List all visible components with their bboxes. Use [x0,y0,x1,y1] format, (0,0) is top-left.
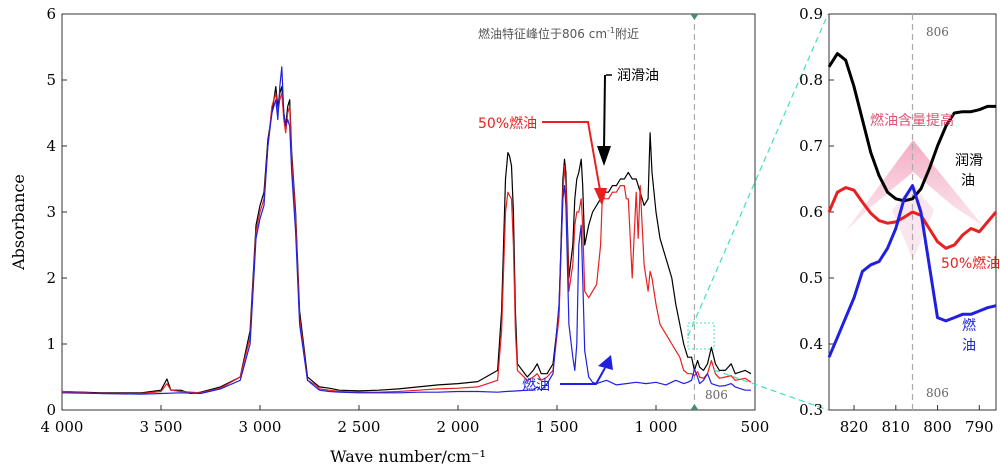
zoom-connector-top [687,13,829,337]
inset-y-tick-label: 0.5 [799,269,823,287]
tick-note-806: 806 [705,388,728,402]
inset-chart: 0.3 0.4 0.5 0.6 0.7 0.8 0.9 820 810 800 790 806 8… [799,5,1000,436]
zoom-connector-bottom [713,369,829,411]
inset-x-tick-label: 810 [881,418,910,436]
label-50pct-fuel-arrow [542,121,601,191]
inset-x-tick-label: 790 [965,418,994,436]
reference-bottom-marker [690,404,699,410]
inset-label-fuel-2: 油 [962,338,976,354]
label-lubricant-arrowhead [597,146,611,166]
inset-y-tick-label: 0.7 [799,137,823,155]
main-y-tick-label: 3 [46,203,56,221]
main-x-tick-label: 3 000 [239,418,282,436]
main-y-tick-label: 0 [46,401,56,419]
reference-top-marker [690,14,699,20]
inset-y-axis: 0.3 0.4 0.5 0.6 0.7 0.8 0.9 [799,5,834,419]
content-increase-label: 燃油含量提高 [870,112,954,129]
inset-ref-label-bottom: 806 [926,386,949,400]
main-x-tick-label: 4 000 [41,418,84,436]
main-y-tick-label: 6 [46,5,56,23]
zoom-region-box [687,322,715,350]
main-x-tick-label: 1 500 [536,418,579,436]
main-y-tick-label: 1 [46,335,56,353]
label-fuel: 燃油 [522,377,550,394]
inset-x-tick-label: 820 [840,418,869,436]
main-x-tick-label: 500 [741,418,770,436]
main-series-line-0 [61,85,752,395]
label-fuel-arrow [560,367,606,385]
content-increase-arrow [845,140,983,232]
label-50pct-fuel: 50%燃油 [478,115,537,132]
main-y-tick-label: 4 [46,137,56,155]
main-chart: 0 1 2 3 4 5 6 4 000 3 500 3 000 2 500 2 000 1 500 1 … [9,5,769,466]
label-lubricant: 润滑油 [617,67,659,84]
inset-y-tick-label: 0.3 [799,401,823,419]
y-axis-label: Absorbance [9,174,28,271]
label-50pct-fuel-arrowhead [594,188,607,206]
inset-y-tick-label: 0.4 [799,335,823,353]
main-y-tick-label: 2 [46,269,56,287]
label-fuel-arrowhead [598,355,613,370]
main-series-line-1 [61,92,752,395]
label-lubricant-arrow [603,74,606,151]
top-note: 燃油特征峰位于806 cm-1附近 [478,26,639,41]
main-y-tick-label: 5 [46,71,56,89]
inset-label-50pct-fuel: 50%燃油 [941,255,1000,272]
main-x-tick-label: 2 000 [437,418,480,436]
inset-y-tick-label: 0.6 [799,203,823,221]
main-x-tick-label: 1 000 [635,418,678,436]
main-series-line-2 [61,66,751,395]
main-x-tick-label: 2 500 [338,418,381,436]
x-axis-label: Wave number/cm⁻¹ [330,447,486,466]
inset-y-tick-label: 0.8 [799,71,823,89]
main-x-tick-label: 3 500 [140,418,183,436]
inset-label-lubricant-1: 润滑 [955,152,983,169]
inset-series-line-0 [827,52,996,203]
inset-series-line-1 [827,186,998,250]
inset-y-tick-label: 0.9 [799,5,823,23]
inset-series-group [827,52,998,358]
inset-label-lubricant-2: 油 [961,173,975,189]
inset-label-fuel-1: 燃 [962,317,976,334]
main-y-axis: 0 1 2 3 4 5 6 [46,5,67,419]
main-x-axis: 4 000 3 500 3 000 2 500 2 000 1 500 1 000 500 [41,405,770,436]
inset-x-axis: 820 810 800 790 [840,405,994,436]
inset-ref-label-top: 806 [926,25,949,39]
main-series-group [61,66,752,395]
inset-series-line-2 [827,184,997,358]
inset-x-tick-label: 800 [923,418,952,436]
